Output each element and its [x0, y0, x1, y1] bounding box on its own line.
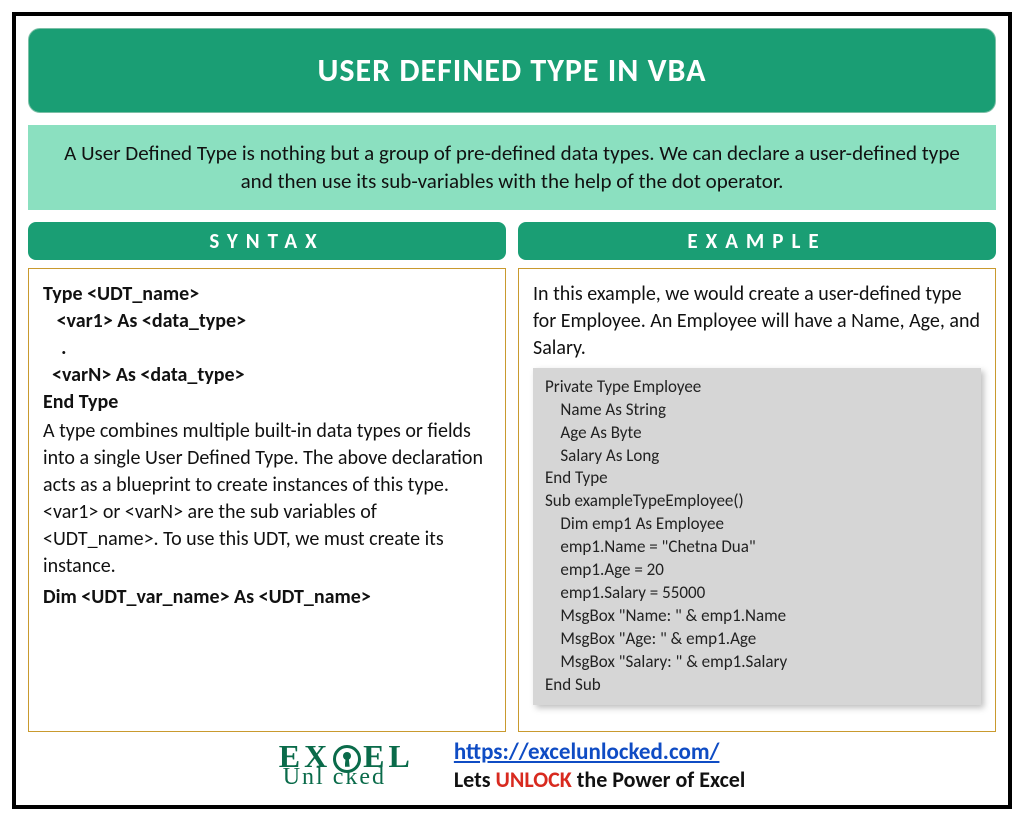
tagline-pre: Lets [454, 766, 496, 793]
footer-link[interactable]: https://excelunlocked.com/ [454, 738, 720, 766]
intro-box: A User Defined Type is nothing but a gro… [28, 125, 996, 210]
footer-tagline: Lets UNLOCK the Power of Excel [454, 766, 745, 793]
title-banner: USER DEFINED TYPE IN VBA [28, 28, 996, 113]
example-body: In this example, we would create a user-… [518, 268, 996, 732]
example-intro: In this example, we would create a user-… [533, 281, 981, 362]
tagline-post: the Power of Excel [572, 766, 745, 793]
syntax-column: SYNTAX Type <UDT_name> <var1> As <data_t… [28, 222, 506, 732]
footer: EX EL Unl cked https://excelunlocked.com… [28, 732, 996, 793]
example-header: EXAMPLE [518, 222, 996, 260]
logo: EX EL Unl cked [279, 742, 414, 788]
logo-bottom-line: Unl cked [283, 767, 386, 789]
syntax-description: A type combines multiple built-in data t… [43, 418, 491, 580]
syntax-dim-line: Dim <UDT_var_name> As <UDT_name> [43, 584, 491, 611]
footer-text-block: https://excelunlocked.com/ Lets UNLOCK t… [454, 738, 745, 793]
keyhole-icon [333, 745, 361, 773]
example-code: Private Type Employee Name As String Age… [533, 368, 981, 705]
syntax-code: Type <UDT_name> <var1> As <data_type> . … [43, 281, 491, 416]
syntax-header: SYNTAX [28, 222, 506, 260]
columns-container: SYNTAX Type <UDT_name> <var1> As <data_t… [28, 222, 996, 732]
syntax-body: Type <UDT_name> <var1> As <data_type> . … [28, 268, 506, 732]
infographic-frame: USER DEFINED TYPE IN VBA A User Defined … [12, 12, 1012, 809]
example-column: EXAMPLE In this example, we would create… [518, 222, 996, 732]
tagline-unlock: UNLOCK [495, 766, 571, 793]
